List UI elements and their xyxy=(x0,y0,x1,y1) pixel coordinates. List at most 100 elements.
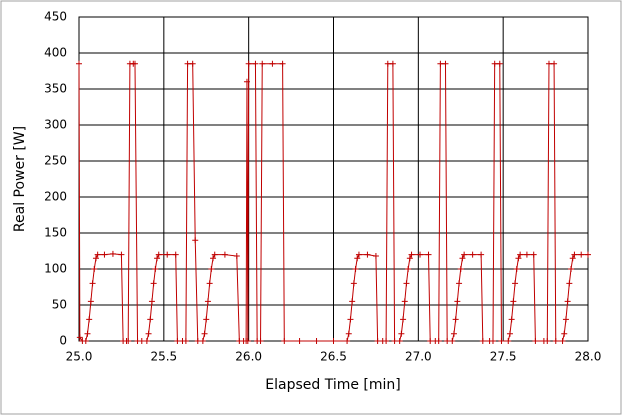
data-marker xyxy=(383,338,390,344)
x-axis-label: Elapsed Time [min] xyxy=(265,377,400,393)
data-marker xyxy=(164,251,171,258)
data-marker xyxy=(498,338,505,344)
data-marker xyxy=(505,338,512,344)
x-tick-label: 28.0 xyxy=(575,350,602,364)
x-tick-label: 25.5 xyxy=(150,350,177,364)
data-marker xyxy=(469,251,476,258)
data-marker xyxy=(425,251,432,258)
data-marker xyxy=(344,338,351,344)
data-marker xyxy=(510,298,517,305)
data-marker xyxy=(89,280,96,287)
data-marker xyxy=(566,280,573,287)
data-marker xyxy=(352,266,359,272)
data-marker xyxy=(559,338,566,344)
data-marker xyxy=(194,338,201,344)
data-marker xyxy=(313,338,320,344)
data-marker xyxy=(578,251,585,258)
data-marker xyxy=(459,255,466,262)
data-marker xyxy=(92,255,99,262)
data-marker xyxy=(569,255,576,262)
y-axis-label: Real Power [W] xyxy=(12,126,28,232)
data-marker xyxy=(182,338,189,344)
data-marker xyxy=(211,251,218,258)
data-marker xyxy=(364,251,371,258)
data-marker xyxy=(450,330,457,337)
data-marker xyxy=(512,280,519,287)
data-marker xyxy=(437,60,444,67)
data-marker xyxy=(384,60,391,67)
data-marker xyxy=(201,330,208,337)
data-marker xyxy=(76,60,82,67)
y-tick-label: 300 xyxy=(44,118,67,132)
data-marker xyxy=(206,280,213,287)
data-marker xyxy=(199,338,206,344)
data-marker xyxy=(571,251,578,258)
data-marker xyxy=(506,330,513,337)
data-marker xyxy=(489,338,496,344)
data-marker xyxy=(454,298,461,305)
x-tick-label: 26.0 xyxy=(235,350,262,364)
data-marker xyxy=(496,60,503,67)
data-marker xyxy=(208,266,215,272)
data-marker xyxy=(269,60,276,67)
data-marker xyxy=(401,298,408,305)
data-marker xyxy=(354,255,361,262)
data-marker xyxy=(417,251,424,258)
data-marker xyxy=(545,60,552,67)
data-marker xyxy=(349,298,356,305)
data-marker xyxy=(257,338,264,344)
data-marker xyxy=(203,316,210,323)
data-marker xyxy=(532,338,539,344)
data-marker xyxy=(148,298,155,305)
data-marker xyxy=(478,251,485,258)
data-marker xyxy=(396,338,403,344)
data-marker xyxy=(530,251,537,258)
data-marker xyxy=(145,330,152,337)
data-marker xyxy=(233,253,240,260)
data-marker xyxy=(281,338,288,344)
data-marker xyxy=(562,316,569,323)
data-marker xyxy=(243,78,250,85)
data-marker xyxy=(461,251,468,258)
x-tick-label: 27.5 xyxy=(490,350,517,364)
data-marker xyxy=(138,338,145,344)
data-marker xyxy=(82,338,89,344)
data-marker xyxy=(152,266,159,272)
data-marker xyxy=(330,338,337,344)
data-marker xyxy=(189,60,196,67)
data-marker xyxy=(245,60,252,67)
data-marker xyxy=(279,60,286,67)
data-marker xyxy=(405,266,412,272)
data-marker xyxy=(174,338,181,344)
data-marker xyxy=(435,338,442,344)
data-marker xyxy=(221,251,228,258)
data-marker xyxy=(561,330,568,337)
data-marker xyxy=(154,255,161,262)
data-marker xyxy=(457,266,464,272)
data-marker xyxy=(355,251,362,258)
data-marker xyxy=(125,338,132,344)
data-marker xyxy=(515,255,522,262)
y-tick-label: 450 xyxy=(44,10,67,24)
y-tick-label: 350 xyxy=(44,82,67,96)
data-marker xyxy=(76,334,83,341)
data-marker xyxy=(150,280,157,287)
data-marker xyxy=(491,60,498,67)
data-marker xyxy=(109,250,116,257)
data-marker xyxy=(523,251,530,258)
data-marker xyxy=(244,338,251,344)
data-marker xyxy=(449,338,456,344)
data-marker xyxy=(86,316,93,323)
data-marker xyxy=(155,251,162,258)
data-marker xyxy=(118,251,125,258)
data-marker xyxy=(87,298,94,305)
data-marker xyxy=(403,280,410,287)
data-marker xyxy=(544,338,551,344)
data-marker xyxy=(479,338,486,344)
data-marker xyxy=(345,330,352,337)
data-marker xyxy=(513,266,520,272)
y-tick-label: 150 xyxy=(44,226,67,240)
data-marker xyxy=(389,60,396,67)
